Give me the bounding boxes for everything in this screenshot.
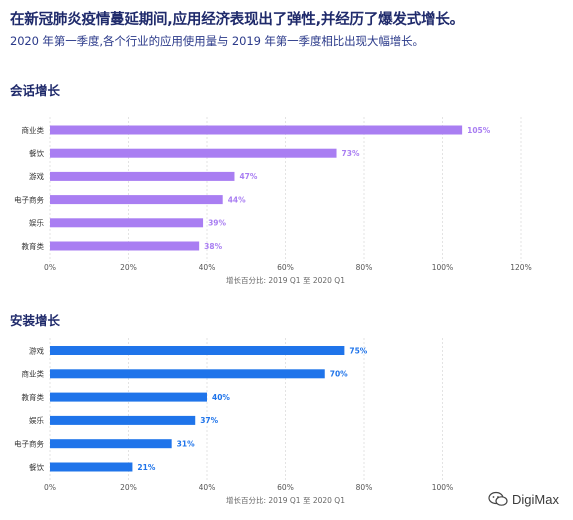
category-label: 教育类 — [22, 392, 45, 402]
x-tick-label: 80% — [356, 263, 373, 272]
bar — [50, 148, 337, 158]
x-tick-label: 120% — [510, 263, 531, 272]
bar — [50, 241, 200, 251]
bar — [50, 125, 463, 135]
x-axis-label: 增长百分比: 2019 Q1 至 2020 Q1 — [226, 275, 345, 285]
x-tick-label: 100% — [432, 263, 453, 272]
session-growth-chart: 0% 20% 40% 60% 80% 100% 120% 商业类 105% 餐饮 73% 游戏 47% 电… — [14, 117, 532, 285]
bar-value-label: 75% — [349, 346, 367, 355]
chart-2-title: 安装增长 — [10, 313, 61, 328]
x-tick-label: 60% — [277, 483, 294, 492]
x-tick-label: 40% — [199, 263, 216, 272]
x-tick-label: 60% — [277, 263, 294, 272]
bar-value-label: 38% — [204, 242, 222, 251]
bar — [50, 369, 325, 379]
bar — [50, 439, 172, 449]
bar-value-label: 44% — [228, 195, 246, 204]
wechat-icon — [488, 491, 508, 507]
bar — [50, 392, 207, 402]
x-tick-label: 80% — [356, 483, 373, 492]
bar — [50, 462, 133, 472]
bar — [50, 195, 223, 205]
bar-value-label: 21% — [137, 463, 155, 472]
bar-value-label: 70% — [330, 370, 348, 379]
bar — [50, 415, 196, 425]
category-label: 商业类 — [22, 369, 45, 379]
category-label: 教育类 — [22, 241, 45, 251]
watermark: DigiMax — [488, 491, 559, 507]
headline: 在新冠肺炎疫情蔓延期间,应用经济表现出了弹性,并经历了爆发式增长。 — [10, 12, 464, 28]
x-tick-label: 20% — [120, 263, 137, 272]
x-tick-label: 40% — [199, 483, 216, 492]
install-growth-chart: 0% 20% 40% 60% 80% 100% 游戏 75% 商业类 70% 教育类 40% 娱乐 37%… — [14, 338, 453, 505]
category-label: 电子商务 — [14, 194, 44, 204]
chart-1-title: 会话增长 — [10, 83, 61, 98]
category-label: 餐饮 — [29, 148, 44, 158]
category-label: 商业类 — [22, 125, 45, 135]
bar-value-label: 37% — [200, 416, 218, 425]
category-label: 游戏 — [29, 345, 44, 355]
bar-value-label: 47% — [239, 172, 257, 181]
x-tick-label: 0% — [44, 483, 56, 492]
bar — [50, 171, 235, 181]
bar — [50, 346, 345, 355]
bar-value-label: 105% — [467, 126, 491, 135]
bar-value-label: 31% — [177, 440, 195, 449]
watermark-text: DigiMax — [512, 491, 559, 507]
bar — [50, 218, 204, 228]
x-axis-label: 增长百分比: 2019 Q1 至 2020 Q1 — [226, 495, 345, 505]
x-tick-label: 20% — [120, 483, 137, 492]
category-label: 游戏 — [29, 171, 44, 181]
category-label: 餐饮 — [29, 462, 44, 472]
category-label: 电子商务 — [14, 439, 44, 449]
bar-value-label: 39% — [208, 219, 226, 228]
x-tick-label: 0% — [44, 263, 56, 272]
x-tick-label: 100% — [432, 483, 453, 492]
category-label: 娱乐 — [29, 415, 44, 425]
bar-value-label: 73% — [342, 149, 360, 158]
category-label: 娱乐 — [29, 218, 44, 228]
bar-value-label: 40% — [212, 393, 230, 402]
subtitle: 2020 年第一季度,各个行业的应用使用量与 2019 年第一季度相比出现大幅增… — [10, 34, 424, 48]
